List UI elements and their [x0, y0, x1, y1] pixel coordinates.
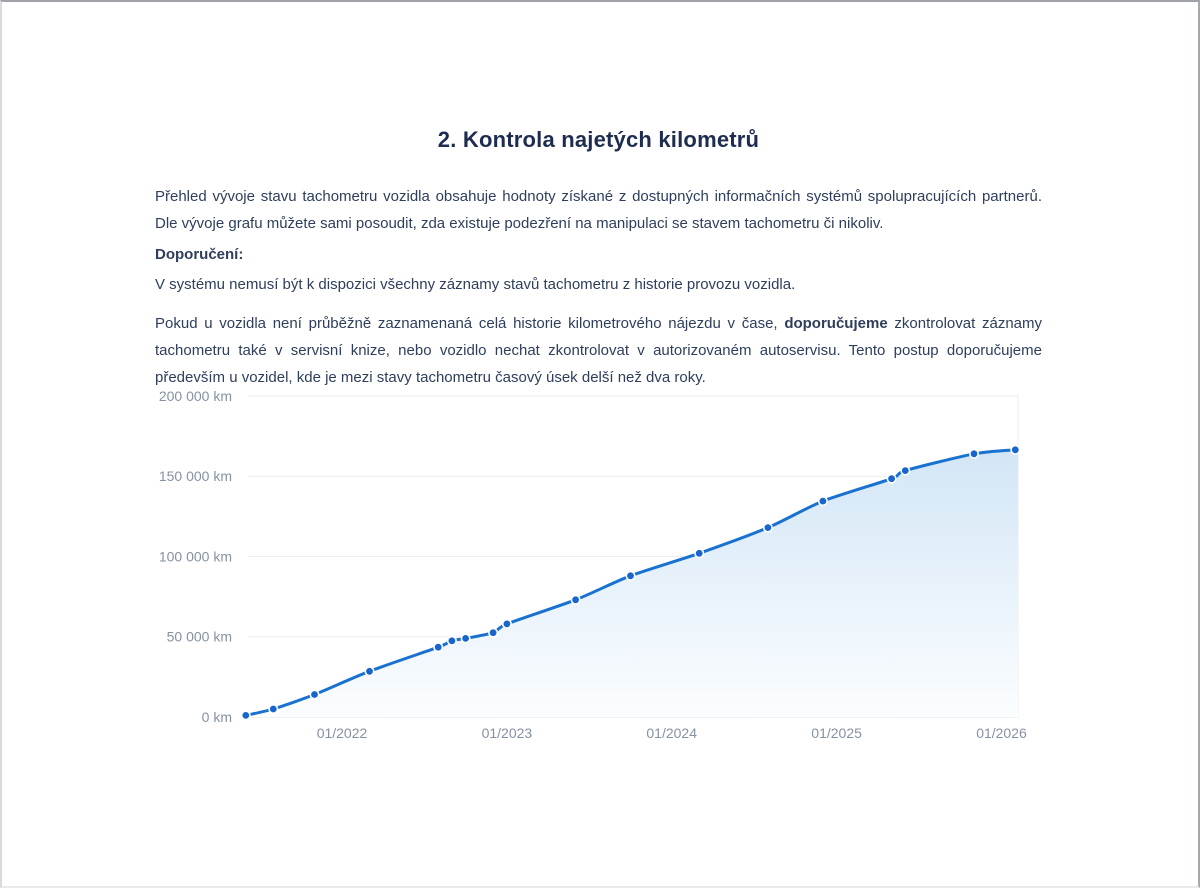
y-axis-label: 0 km: [202, 709, 232, 725]
mileage-area-fill: [245, 449, 1019, 717]
advice-paragraph: Pokud u vozidla není průběžně zaznamenan…: [155, 310, 1042, 391]
data-point: [1010, 444, 1021, 455]
data-point: [762, 522, 773, 533]
data-point: [364, 666, 375, 677]
data-point: [433, 642, 444, 653]
data-point: [900, 465, 911, 476]
recommendation-note: V systému nemusí být k dispozici všechny…: [155, 276, 796, 293]
data-point: [886, 473, 897, 484]
data-point: [488, 627, 499, 638]
data-point: [446, 635, 457, 646]
data-point: [817, 496, 828, 507]
data-point: [625, 570, 636, 581]
data-point: [570, 594, 581, 605]
x-axis-label: 01/2024: [646, 725, 697, 741]
y-axis-label: 200 000 km: [159, 388, 232, 404]
y-axis-label: 150 000 km: [159, 468, 232, 484]
advice-bold: doporučujeme: [784, 315, 888, 332]
advice-text-1: Pokud u vozidla není průběžně zaznamenan…: [155, 315, 785, 332]
data-point: [309, 689, 320, 700]
intro-paragraph: Přehled vývoje stavu tachometru vozidla …: [155, 188, 1042, 232]
x-axis-label: 01/2023: [482, 725, 533, 741]
data-point: [460, 633, 471, 644]
y-axis-label: 100 000 km: [159, 548, 232, 564]
y-axis-label: 50 000 km: [167, 629, 232, 645]
data-point: [268, 703, 279, 714]
data-point: [240, 710, 251, 721]
recommendation-heading: Doporučení:: [155, 246, 244, 263]
x-axis-label: 01/2026: [976, 725, 1027, 741]
data-point: [968, 448, 979, 459]
report-section: 2. Kontrola najetých kilometrů Přehled v…: [155, 2, 1042, 391]
advice-text-2: zkontrolovat záznamy tachometru také v s…: [155, 315, 1043, 386]
x-axis-label: 01/2025: [811, 725, 862, 741]
section-title: 2. Kontrola najetých kilometrů: [437, 127, 760, 152]
data-point: [694, 548, 705, 559]
x-axis-label: 01/2022: [317, 725, 368, 741]
data-point: [501, 618, 512, 629]
